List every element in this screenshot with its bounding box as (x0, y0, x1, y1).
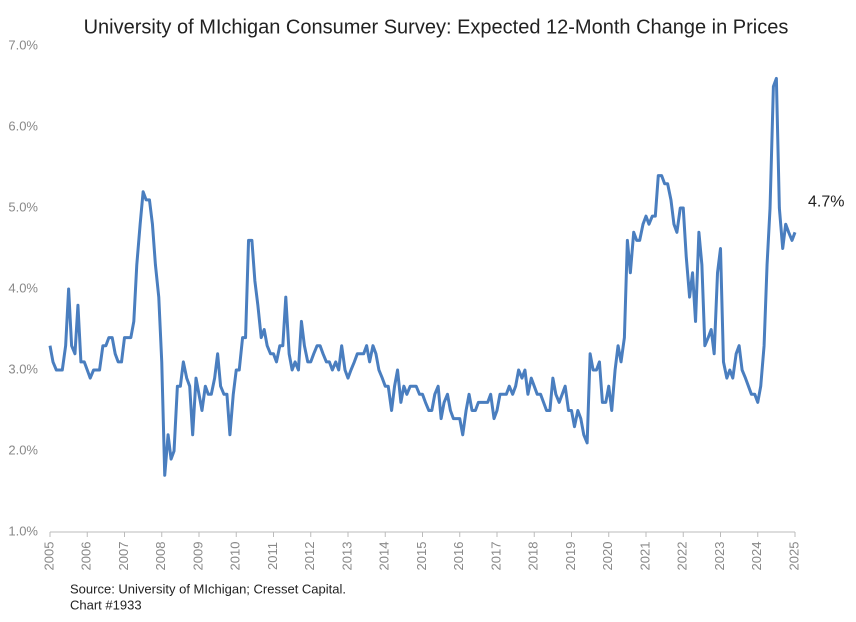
x-tick-label: 2016 (451, 542, 466, 571)
x-tick-label: 2014 (377, 542, 392, 571)
y-tick-label: 3.0% (8, 361, 38, 376)
x-tick-label: 2018 (526, 542, 541, 571)
x-tick-label: 2008 (153, 542, 168, 571)
x-tick-label: 2009 (190, 542, 205, 571)
x-tick-label: 2015 (414, 542, 429, 571)
chart-title: University of MIchigan Consumer Survey: … (84, 16, 789, 38)
x-tick-label: 2020 (600, 542, 615, 571)
x-tick-label: 2025 (786, 542, 801, 571)
end-label: 4.7% (808, 194, 844, 211)
chart-number: Chart #1933 (70, 597, 142, 612)
x-tick-label: 2011 (265, 542, 280, 570)
y-tick-label: 5.0% (8, 199, 38, 214)
y-tick-label: 7.0% (8, 37, 38, 52)
x-tick-label: 2024 (749, 542, 764, 571)
x-tick-label: 2023 (712, 542, 727, 571)
y-tick-label: 2.0% (8, 442, 38, 457)
x-tick-label: 2019 (563, 542, 578, 571)
x-tick-label: 2013 (339, 542, 354, 571)
y-tick-label: 6.0% (8, 118, 38, 133)
y-tick-label: 4.0% (8, 280, 38, 295)
series-line (48, 76, 797, 477)
source-note: Source: University of MIchigan; Cresset … (70, 581, 346, 596)
x-tick-label: 2017 (488, 542, 503, 571)
x-tick-label: 2005 (41, 542, 56, 571)
y-tick-label: 1.0% (8, 523, 38, 538)
x-tick-label: 2006 (79, 542, 94, 571)
x-tick-label: 2007 (116, 542, 131, 571)
x-tick-label: 2012 (302, 542, 317, 571)
x-tick-label: 2010 (228, 542, 243, 571)
x-tick-label: 2022 (675, 542, 690, 571)
x-tick-label: 2021 (637, 542, 652, 571)
